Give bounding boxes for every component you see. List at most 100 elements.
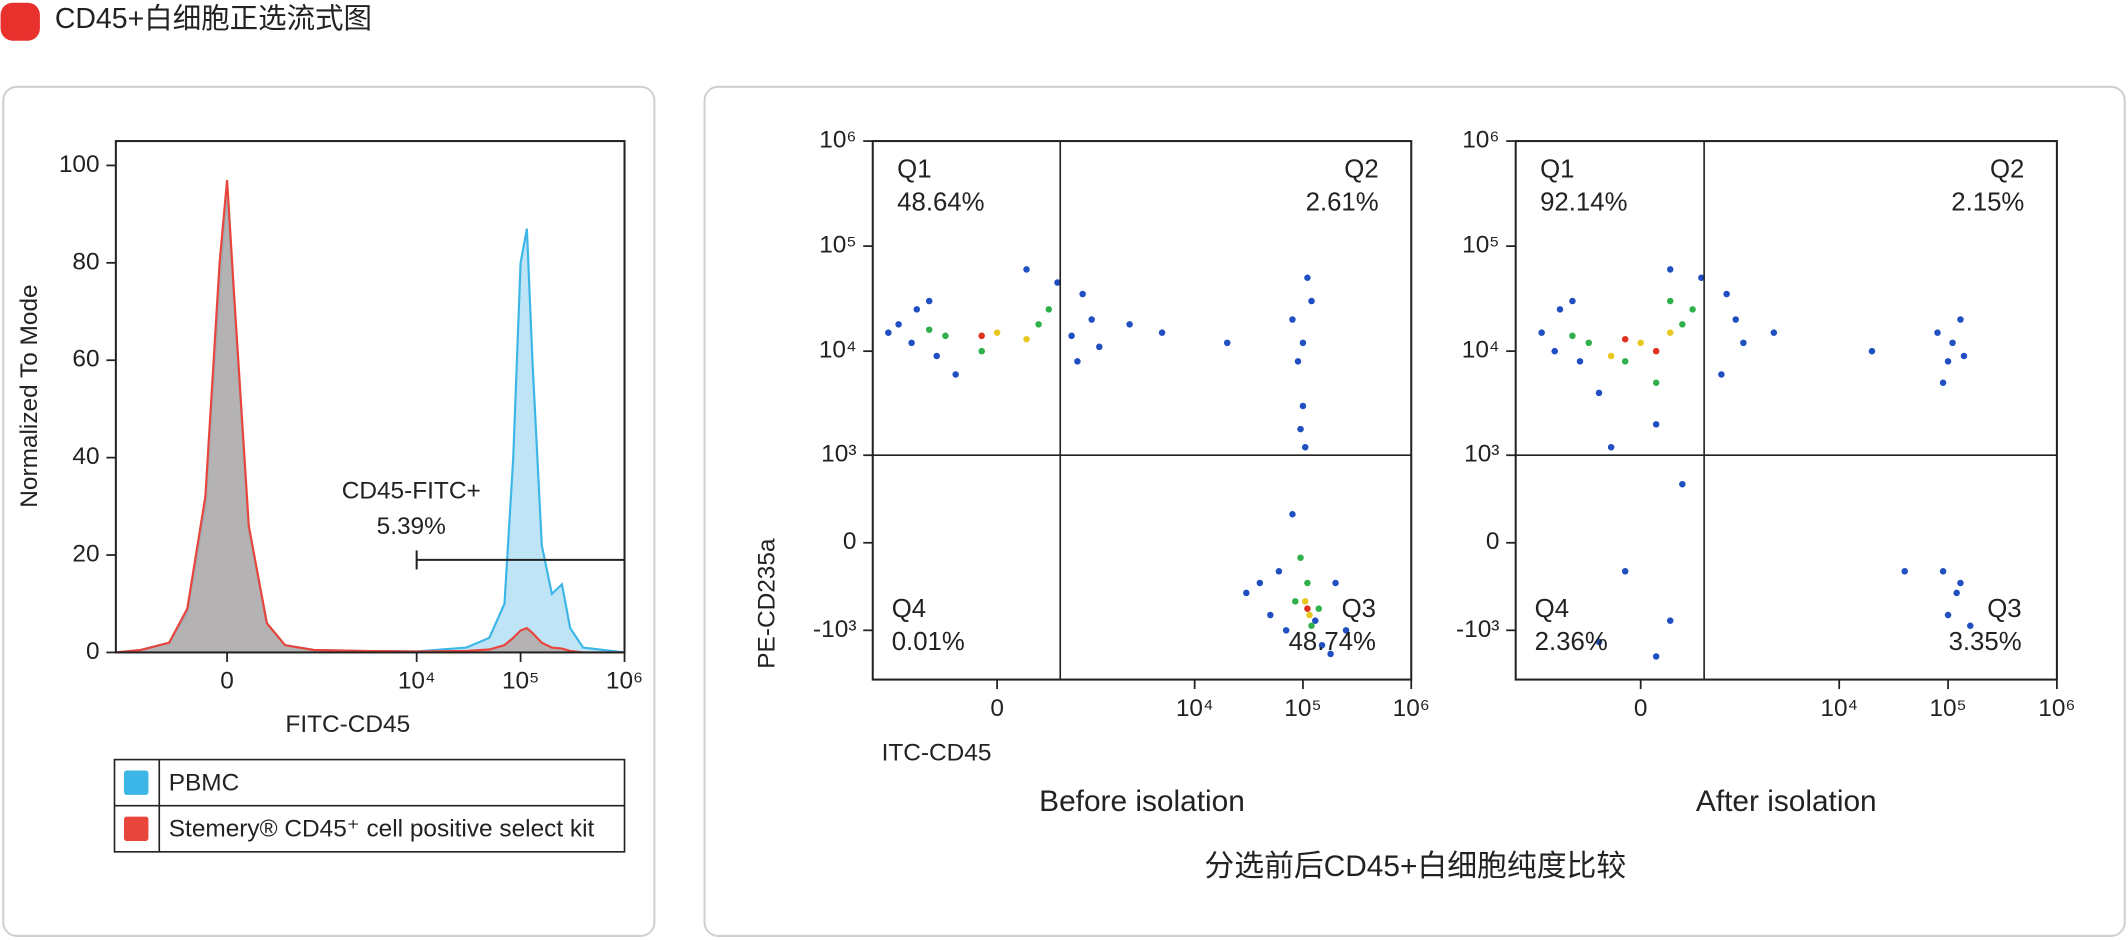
y-tick-label: 100: [59, 151, 100, 178]
event-dot: [908, 339, 915, 347]
legend-label: PBMC: [169, 769, 240, 796]
event-dot: [1652, 347, 1660, 355]
event-dot: [1327, 650, 1334, 658]
quadrant-percent: 3.35%: [1949, 628, 2022, 656]
event-dot: [1939, 379, 1947, 387]
event-dot: [1595, 638, 1603, 646]
y-tick-label: -10³: [1456, 616, 1499, 643]
header-marker: [0, 2, 40, 41]
x-tick-label: 10⁴: [1820, 695, 1858, 722]
x-axis-label: ITC-CD45: [882, 740, 992, 767]
quadrant-name: Q4: [892, 595, 926, 623]
plot-title: Before isolation: [1039, 785, 1245, 818]
event-dot: [895, 321, 902, 328]
y-tick-label: 20: [72, 540, 99, 567]
event-dot: [942, 332, 949, 340]
event-dot: [1934, 329, 1941, 336]
quadrant-name: Q3: [1342, 595, 1376, 623]
event-dot: [1243, 589, 1250, 597]
event-dot: [1282, 627, 1290, 634]
event-dot: [1304, 605, 1311, 612]
x-tick-label: 10⁵: [502, 668, 539, 695]
event-dot: [1621, 358, 1629, 365]
y-tick-label: 40: [72, 443, 99, 470]
event-dot: [1299, 339, 1307, 347]
event-dot: [885, 329, 892, 336]
event-dot: [1289, 511, 1296, 518]
x-tick-label: 10⁴: [398, 668, 436, 695]
event-dot: [1679, 480, 1686, 488]
y-tick-label: 0: [86, 638, 100, 665]
event-dot: [1096, 343, 1103, 351]
event-dot: [1088, 316, 1095, 323]
event-dot: [1723, 290, 1730, 298]
quadrant-name: Q1: [1540, 156, 1574, 184]
event-dot: [1967, 622, 1974, 629]
event-dot: [1318, 641, 1326, 649]
y-tick-label: 10⁵: [819, 232, 856, 259]
event-dot: [1035, 321, 1042, 328]
quadrant-name: Q1: [897, 156, 931, 184]
quadrant-percent: 92.14%: [1540, 188, 1627, 216]
event-dot: [1607, 352, 1615, 360]
x-tick-label: 0: [220, 668, 234, 695]
event-dot: [925, 297, 933, 305]
x-tick-label: 10⁴: [1176, 695, 1214, 722]
quadrant-percent: 2.61%: [1306, 188, 1379, 216]
gate-value: 5.39%: [377, 513, 446, 540]
event-dot: [1256, 579, 1264, 587]
x-tick-label: 0: [1634, 695, 1648, 722]
panel: [2, 85, 656, 937]
event-dot: [1652, 421, 1660, 428]
event-dot: [1074, 358, 1081, 365]
plot-frame: [871, 140, 1413, 681]
event-dot: [1342, 627, 1350, 634]
y-tick-label: 60: [72, 346, 99, 373]
event-dot: [1576, 358, 1584, 365]
event-dot: [1223, 339, 1231, 347]
event-dot: [1068, 332, 1075, 340]
x-tick-label: 10⁵: [1929, 695, 1966, 722]
event-dot: [1652, 379, 1660, 387]
event-dot: [1538, 329, 1545, 336]
y-tick-label: 10³: [1464, 441, 1499, 468]
quadrant-percent: 0.01%: [892, 628, 965, 656]
event-dot: [1294, 358, 1302, 365]
x-tick-label: 10⁶: [2038, 695, 2075, 722]
event-dot: [1045, 306, 1053, 313]
event-dot: [1306, 611, 1313, 619]
event-dot: [1595, 389, 1603, 397]
event-dot: [1308, 297, 1315, 305]
event-dot: [1666, 297, 1674, 305]
quadrant-percent: 2.15%: [1951, 188, 2024, 216]
x-axis-label: FITC-CD45: [285, 711, 410, 738]
event-dot: [1732, 316, 1739, 323]
event-dot: [1569, 332, 1576, 340]
event-dot: [1312, 617, 1319, 624]
event-dot: [1556, 306, 1564, 313]
y-axis-label: Normalized To Mode: [16, 284, 43, 507]
event-dot: [1621, 568, 1629, 575]
y-tick-label: 10⁵: [1462, 232, 1499, 259]
event-dot: [1740, 339, 1747, 347]
event-dot: [1079, 290, 1086, 298]
y-tick-label: 80: [72, 248, 99, 275]
event-dot: [1901, 568, 1908, 575]
x-tick-label: 0: [990, 695, 1004, 722]
event-dot: [1275, 568, 1283, 575]
event-dot: [1718, 371, 1725, 378]
event-dot: [1551, 347, 1558, 355]
event-dot: [978, 347, 985, 355]
event-dot: [1304, 274, 1311, 281]
event-dot: [1297, 554, 1304, 561]
event-dot: [1770, 329, 1778, 336]
event-dot: [1308, 622, 1315, 629]
event-dot: [1297, 425, 1304, 433]
event-dot: [1652, 653, 1660, 660]
x-tick-label: 10⁶: [1393, 695, 1430, 722]
x-tick-label: 10⁶: [606, 668, 643, 695]
y-tick-label: 10⁴: [819, 337, 857, 364]
plot-title: After isolation: [1696, 785, 1877, 818]
quadrant-name: Q4: [1535, 595, 1569, 623]
